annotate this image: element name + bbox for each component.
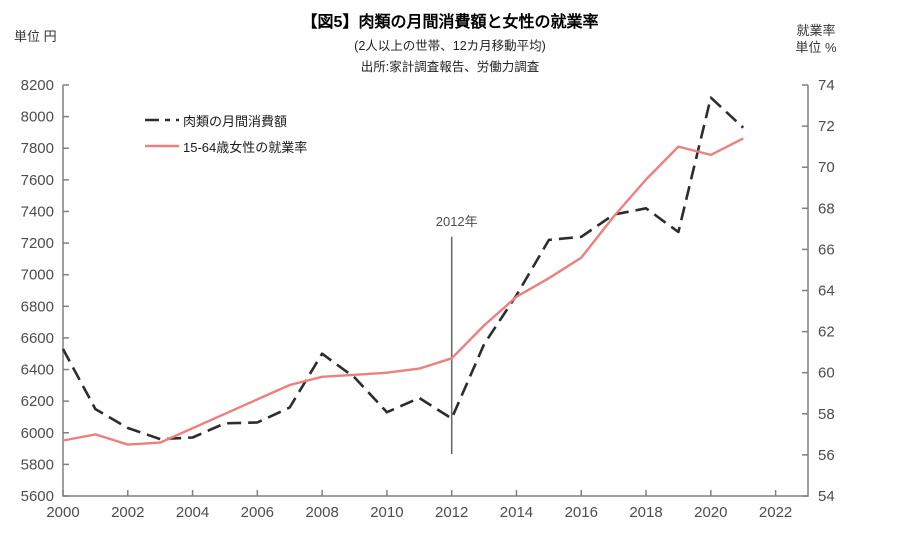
series-meat-consumption [61,96,745,441]
tick-label: 2004 [176,504,209,521]
tick-label: 7400 [21,203,54,220]
tick-label: 7000 [21,267,54,284]
tick-label: 62 [818,324,835,341]
tick-label: 6000 [21,425,54,442]
tick-label: 8000 [21,109,54,126]
tick-label: 60 [818,365,835,382]
tick-label: 58 [818,406,835,423]
legend-dashed-line-icon [145,118,179,122]
tick-label: 70 [818,159,835,176]
tick-label: 2022 [759,504,792,521]
tick-label: 7600 [21,172,54,189]
tick-label: 66 [818,241,835,258]
chart-legend: 肉類の月間消費額 15-64歳女性の就業率 [145,107,307,159]
tick-label: 6800 [21,298,54,315]
axis-frame [62,85,809,497]
tick-label: 7200 [21,235,54,252]
legend-label-employment: 15-64歳女性の就業率 [183,139,308,155]
tick-label: 2020 [694,504,727,521]
tick-label: 2006 [241,504,274,521]
left-axis-unit-label: 単位 円 [14,29,57,44]
tick-label: 6400 [21,362,54,379]
legend-item-employment: 15-64歳女性の就業率 [145,133,307,159]
series-female-employment [62,137,744,446]
tick-label: 2012 [435,504,468,521]
tick-label: 64 [818,283,835,300]
tick-label: 5600 [21,488,54,505]
tick-label: 2008 [305,504,338,521]
tick-label: 2002 [111,504,144,521]
y-axis-left: 5600 5800 6000 6200 6400 6600 6800 7000 7200 7400… [21,77,69,505]
meat-consumption-line [61,96,745,441]
tick-label: 6600 [21,330,54,347]
annotation-label: 2012年 [436,214,478,229]
tick-label: 8200 [21,77,54,94]
chart-subtitle: (2人以上の世帯、12カ月移動平均) [354,39,546,53]
tick-label: 5800 [21,456,54,473]
right-axis-title: 就業率 [796,23,836,38]
employment-rate-line [62,137,744,446]
legend-label-meat: 肉類の月間消費額 [183,113,288,129]
chart-title: 【図5】肉類の月間消費額と女性の就業率 [301,14,599,31]
tick-label: 7800 [21,140,54,157]
tick-label: 2000 [46,504,79,521]
right-axis-unit-label: 単位 % [795,40,837,55]
annotation-2012: 2012年 [436,214,478,455]
tick-label: 56 [818,447,835,464]
legend-solid-line-icon [145,144,179,148]
legend-item-meat: 肉類の月間消費額 [145,107,307,133]
tick-label: 68 [818,200,835,217]
tick-label: 2010 [370,504,403,521]
x-axis: 2000 2002 2004 2006 2008 2010 2012 2014 2016 2018… [46,490,792,521]
chart-header: 【図5】肉類の月間消費額と女性の就業率 (2人以上の世帯、12カ月移動平均) 出… [0,8,900,75]
tick-label: 2018 [629,504,662,521]
right-axis-header: 就業率 単位 % [786,22,846,56]
tick-label: 6200 [21,393,54,410]
tick-label: 54 [818,488,835,505]
tick-label: 72 [818,118,835,135]
y-axis-right: 54 56 58 60 62 64 66 68 70 72 74 [802,77,835,505]
tick-label: 2016 [565,504,598,521]
tick-label: 2014 [500,504,533,521]
chart-source: 出所:家計調査報告、労働力調査 [360,60,540,74]
tick-label: 74 [818,77,835,94]
